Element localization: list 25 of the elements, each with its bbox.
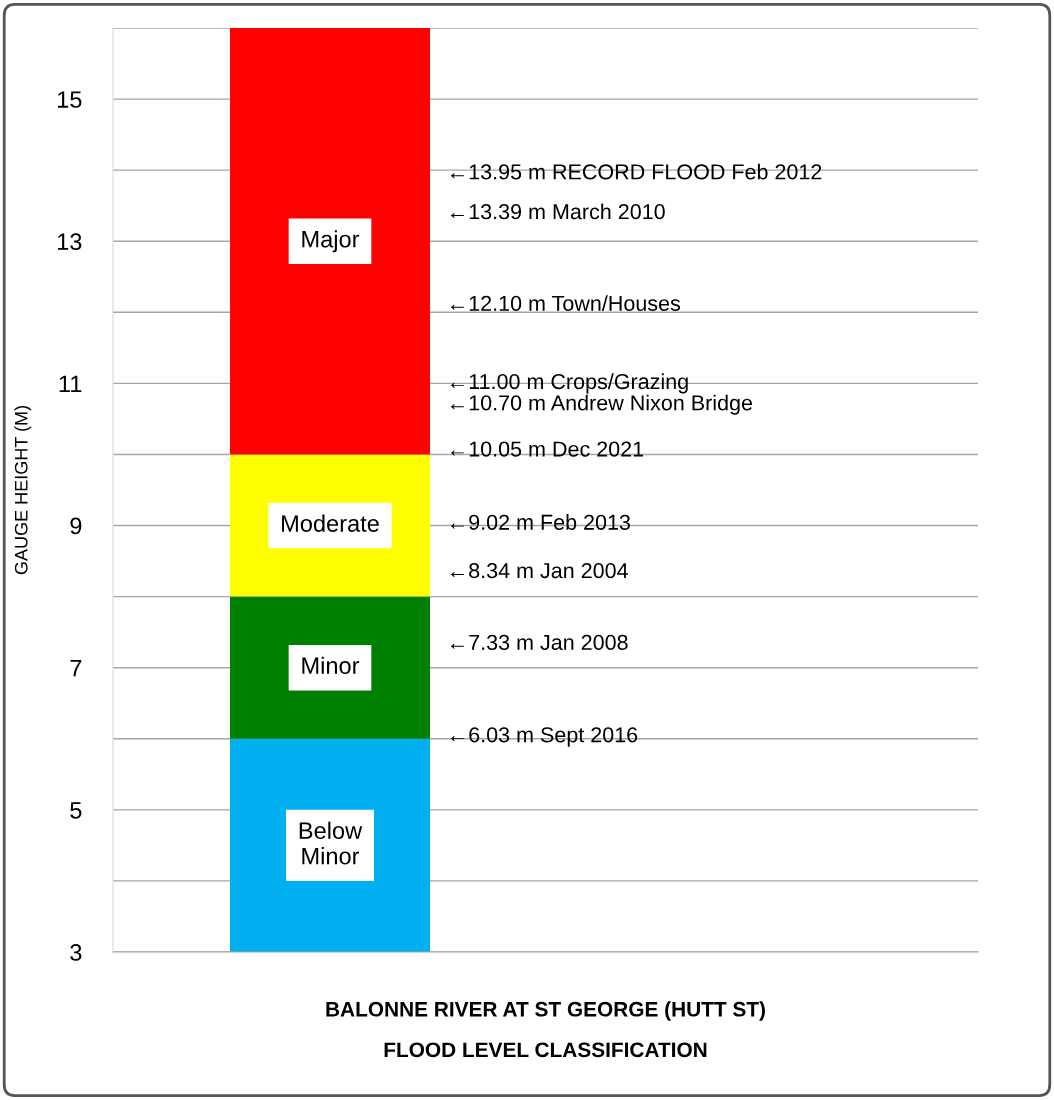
y-tick-label: 13 <box>57 233 82 251</box>
annotation: ←8.34 m Jan 2004 <box>451 562 628 579</box>
series-label: Below Minor <box>299 821 363 865</box>
x-axis-title: BALONNE RIVER AT ST GEORGE (HUTT ST) FLOOD LEVEL CLASSIFICATION <box>326 1001 765 1058</box>
annotation: ←13.39 m March 2010 <box>451 203 665 220</box>
annotation: ←13.95 m RECORD FLOOD Feb 2012 <box>451 163 822 180</box>
y-tick-label: 5 <box>70 802 82 819</box>
y-tick-label: 7 <box>70 660 82 677</box>
series-label: Moderate <box>282 514 379 532</box>
annotation: ←10.70 m Andrew Nixon Bridge <box>451 394 753 415</box>
y-tick-label: 15 <box>57 91 82 108</box>
series-label: Major <box>302 230 360 253</box>
y-axis-title: GAUGE HEIGHT (M) <box>14 406 32 575</box>
y-tick-label: 11 <box>59 375 82 392</box>
y-tick-label: 9 <box>70 517 82 535</box>
annotation: ←11.00 m Crops/Grazing <box>451 373 688 394</box>
annotation: ←9.02 m Feb 2013 <box>451 514 631 530</box>
annotation: ←6.03 m Sept 2016 <box>451 727 638 747</box>
annotation: ←10.05 m Dec 2021 <box>451 441 644 457</box>
bar <box>230 28 430 455</box>
annotation: ←12.10 m Town/Houses <box>451 295 681 311</box>
y-tick-label: 3 <box>70 944 82 961</box>
series-label: Minor <box>302 656 360 675</box>
bar <box>230 596 430 739</box>
annotation: ←7.33 m Jan 2008 <box>451 634 628 651</box>
